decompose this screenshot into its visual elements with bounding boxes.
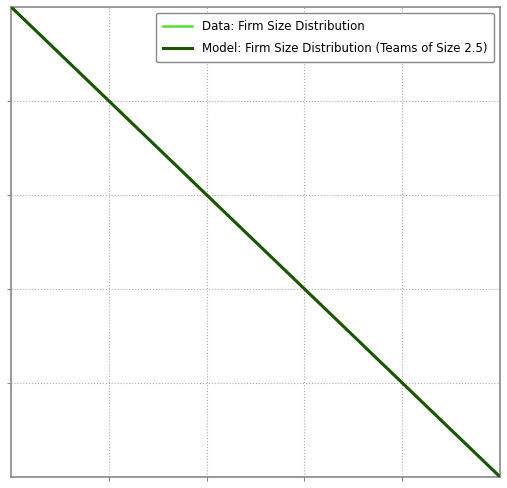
Data: Firm Size Distribution: (0.921, 0.0795): Firm Size Distribution: (0.921, 0.0795) xyxy=(458,437,464,443)
Model: Firm Size Distribution (Teams of Size 2.5): (1, 0): Firm Size Distribution (Teams of Size 2.… xyxy=(497,474,503,480)
Model: Firm Size Distribution (Teams of Size 2.5): (0.933, 0.0667): Firm Size Distribution (Teams of Size 2.… xyxy=(464,443,470,448)
Model: Firm Size Distribution (Teams of Size 2.5): (0.944, 0.0563): Firm Size Distribution (Teams of Size 2.… xyxy=(469,447,476,453)
Data: Firm Size Distribution: (0.919, 0.0808): Firm Size Distribution: (0.919, 0.0808) xyxy=(457,436,463,442)
Data: Firm Size Distribution: (0.997, 0.00264): Firm Size Distribution: (0.997, 0.00264) xyxy=(496,473,502,479)
Legend: Data: Firm Size Distribution, Model: Firm Size Distribution (Teams of Size 2.5): Data: Firm Size Distribution, Model: Fir… xyxy=(156,13,494,62)
Data: Firm Size Distribution: (0.978, 0.0216): Firm Size Distribution: (0.978, 0.0216) xyxy=(486,464,492,469)
Model: Firm Size Distribution (Teams of Size 2.5): (0.919, 0.0808): Firm Size Distribution (Teams of Size 2.… xyxy=(457,436,463,442)
Line: Model: Firm Size Distribution (Teams of Size 2.5): Model: Firm Size Distribution (Teams of … xyxy=(11,7,500,477)
Model: Firm Size Distribution (Teams of Size 2.5): (0.997, 0.00264): Firm Size Distribution (Teams of Size 2.… xyxy=(496,473,502,479)
Model: Firm Size Distribution (Teams of Size 2.5): (0.978, 0.0216): Firm Size Distribution (Teams of Size 2.… xyxy=(486,464,492,469)
Line: Data: Firm Size Distribution: Data: Firm Size Distribution xyxy=(11,7,500,477)
Model: Firm Size Distribution (Teams of Size 2.5): (0.921, 0.0795): Firm Size Distribution (Teams of Size 2.… xyxy=(458,437,464,443)
Data: Firm Size Distribution: (0, 1): Firm Size Distribution: (0, 1) xyxy=(8,4,14,10)
Data: Firm Size Distribution: (0.944, 0.0563): Firm Size Distribution: (0.944, 0.0563) xyxy=(469,447,476,453)
Data: Firm Size Distribution: (1, 0): Firm Size Distribution: (1, 0) xyxy=(497,474,503,480)
Model: Firm Size Distribution (Teams of Size 2.5): (0, 1): Firm Size Distribution (Teams of Size 2.… xyxy=(8,4,14,10)
Data: Firm Size Distribution: (0.933, 0.0667): Firm Size Distribution: (0.933, 0.0667) xyxy=(464,443,470,448)
